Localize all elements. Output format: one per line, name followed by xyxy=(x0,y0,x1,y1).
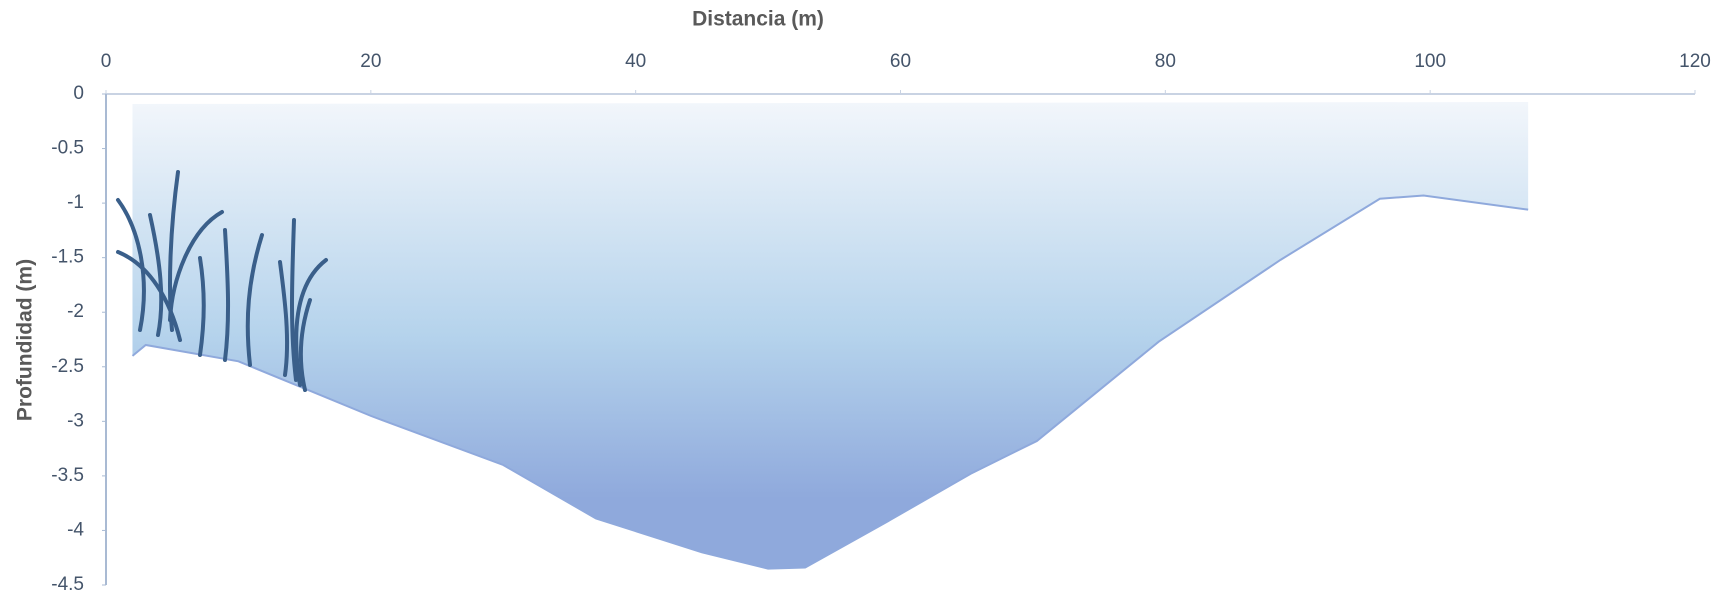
y-tick-label: -1 xyxy=(67,192,84,213)
water-fill xyxy=(132,102,1529,569)
y-axis-label: Profundidad (m) xyxy=(14,259,37,421)
y-tick-label: -2 xyxy=(67,301,84,322)
plot-area: 0 20 40 60 80 100 120 0 -0.5 -1 -1.5 -2 -2.5 -3 -3.5 -4… xyxy=(51,51,1711,595)
x-tick-label: 60 xyxy=(890,51,911,72)
y-tick-label: 0 xyxy=(73,83,84,104)
y-tick-label: -4.5 xyxy=(51,574,84,595)
y-tick-label: -0.5 xyxy=(51,138,84,159)
bottom-profile xyxy=(131,194,1529,570)
y-tick-label: -2.5 xyxy=(51,356,84,377)
x-tick-label: 120 xyxy=(1679,51,1711,72)
y-tick-label: -1.5 xyxy=(51,247,84,268)
x-tick-label: 20 xyxy=(360,51,381,72)
x-tick-label: 80 xyxy=(1155,51,1176,72)
y-tick-label: -4 xyxy=(67,519,84,540)
vegetation xyxy=(116,170,328,392)
x-tick-label: 0 xyxy=(101,51,112,72)
x-axis-label: Distancia (m) xyxy=(692,8,824,31)
x-tick-label: 40 xyxy=(625,51,646,72)
y-tick-label: -3.5 xyxy=(51,465,84,486)
y-tick-label: -3 xyxy=(67,410,84,431)
x-tick-label: 100 xyxy=(1414,51,1446,72)
